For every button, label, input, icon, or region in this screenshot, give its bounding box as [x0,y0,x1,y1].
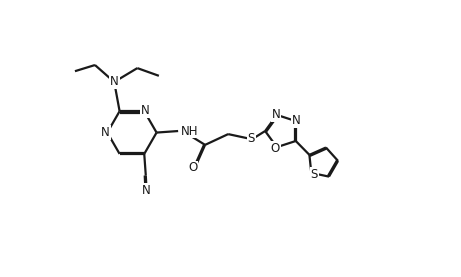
Text: O: O [188,161,197,175]
Text: N: N [110,75,118,88]
Text: S: S [311,168,318,181]
Text: N: N [142,184,151,198]
Text: N: N [292,114,301,127]
Text: N: N [272,108,280,121]
Text: O: O [271,142,280,155]
Text: S: S [248,132,255,145]
Text: N: N [101,126,110,139]
Text: N: N [141,104,149,117]
Text: NH: NH [180,125,198,137]
